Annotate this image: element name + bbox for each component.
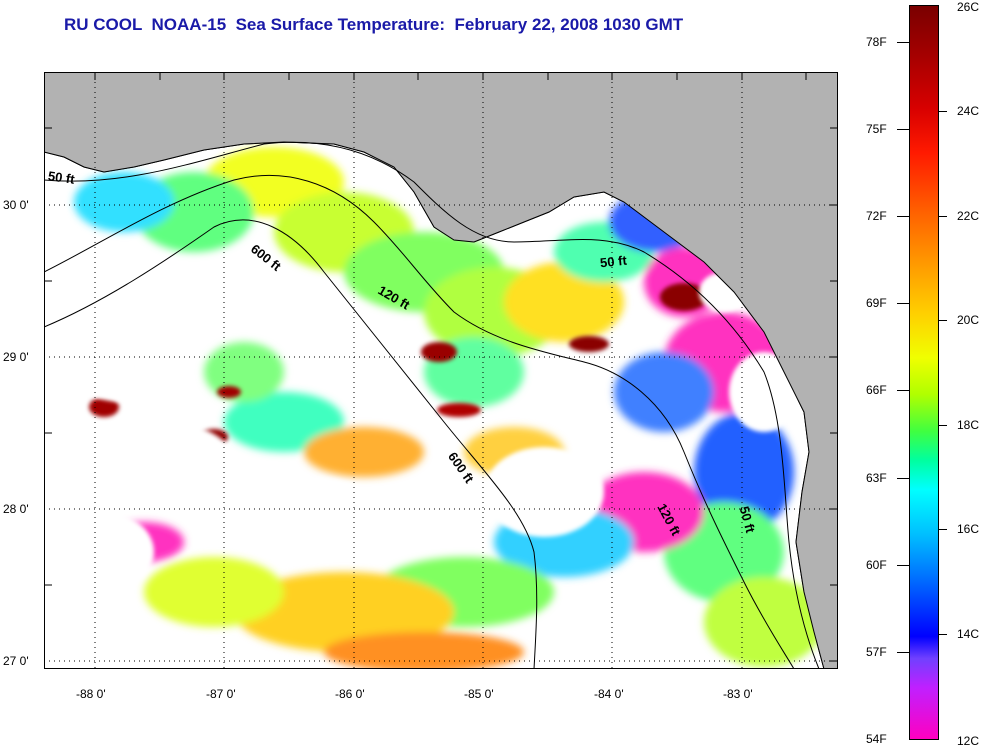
colorbar-f-label: 69F [866,296,887,310]
colorbar-c-label: 20C [957,313,980,327]
isobath-line-50ft [44,141,820,669]
map-title: RU COOL NOAA-15 Sea Surface Temperature:… [64,15,684,34]
latitude-label: 30 0' [3,198,29,212]
colorbar-f-label: 78F [866,35,887,49]
sst-warm-spots [89,283,708,445]
colorbar-c-label: 12C [957,734,980,748]
sst-data-patches [74,147,824,669]
latitude-label: 27 0' [3,654,29,668]
colorbar-f-label: 54F [866,732,887,746]
longitude-label: -84 0' [594,687,624,701]
colorbar-f-label: 63F [866,471,887,485]
colorbar-c-label: 16C [957,522,980,536]
longitude-label: -83 0' [723,687,753,701]
frame-ticks [44,72,838,662]
colorbar-f-label: 75F [866,122,887,136]
isobath-line-120ft [44,174,795,669]
colorbar-c-label: 14C [957,627,980,641]
latitude-label: 29 0' [3,350,29,364]
longitude-label: -85 0' [464,687,494,701]
colorbar-c-label: 18C [957,418,980,432]
colorbar-c-label: 24C [957,104,980,118]
isobath-line-600ft [44,219,538,669]
temperature-colorbar [909,5,939,740]
longitude-label: -87 0' [206,687,236,701]
map-border [44,72,838,669]
colorbar-f-label: 66F [866,383,887,397]
colorbar-f-label: 72F [866,209,887,223]
isobath-label: 50 ft [599,252,628,271]
longitude-label: -88 0' [76,687,106,701]
colorbar-f-label: 57F [866,645,887,659]
latitude-label: 28 0' [3,502,29,516]
coastline [44,72,838,669]
colorbar-c-label: 26C [957,0,980,14]
colorbar-c-label: 22C [957,209,980,223]
colorbar-f-label: 60F [866,558,887,572]
sst-map[interactable]: 50 ft 600 ft 120 ft 50 ft 600 ft 120 ft … [44,72,838,669]
cloud-masks [44,262,799,592]
sst-map-canvas [44,72,838,669]
longitude-label: -86 0' [335,687,365,701]
